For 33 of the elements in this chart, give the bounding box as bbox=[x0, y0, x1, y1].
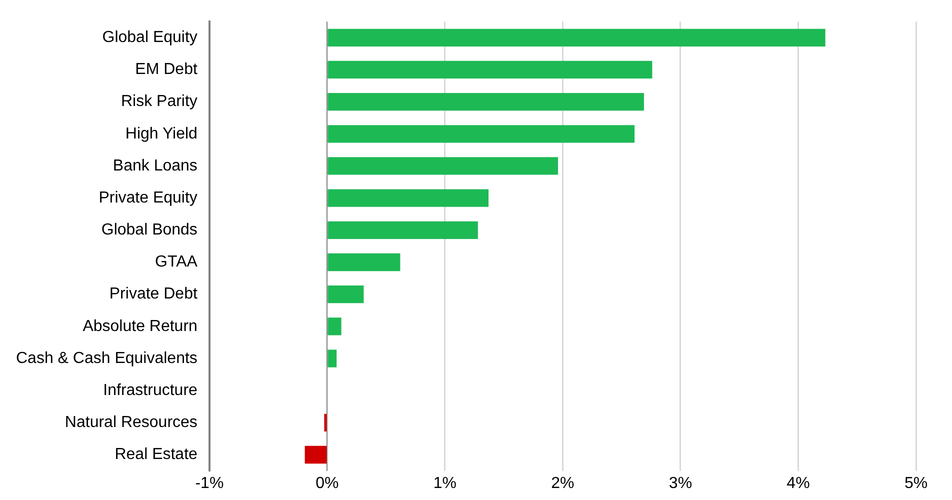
bar bbox=[328, 92, 644, 111]
bar bbox=[328, 125, 635, 143]
bar bbox=[328, 318, 342, 336]
y-tick-label: Risk Parity bbox=[120, 93, 198, 110]
x-tick-label: 5% bbox=[904, 474, 928, 492]
y-tick-label: Cash & Cash Equivalents bbox=[16, 350, 198, 367]
y-tick-label: Global Bonds bbox=[101, 222, 198, 239]
bar bbox=[328, 157, 558, 175]
bar bbox=[328, 253, 400, 272]
x-tick-label: 2% bbox=[551, 474, 574, 492]
y-tick-label: GTAA bbox=[155, 254, 198, 271]
bar bbox=[328, 60, 652, 79]
y-tick-label: Bank Loans bbox=[112, 157, 198, 174]
x-tick-label: 3% bbox=[668, 474, 692, 492]
y-tick-label: Natural Resources bbox=[64, 414, 198, 432]
bar bbox=[328, 221, 478, 239]
x-tick-label: 4% bbox=[786, 474, 810, 492]
y-tick-label: Private Debt bbox=[109, 286, 198, 303]
y-tick-label: EM Debt bbox=[135, 61, 198, 78]
x-tick-label: -1% bbox=[195, 474, 224, 492]
bar bbox=[328, 189, 489, 207]
y-tick-label: Absolute Return bbox=[82, 318, 198, 335]
y-tick-label: Real Estate bbox=[114, 446, 198, 464]
y-tick-label: High Yield bbox=[125, 125, 198, 142]
x-tick-label: 0% bbox=[316, 474, 339, 492]
y-tick-label: Private Equity bbox=[98, 189, 198, 206]
bar bbox=[328, 28, 826, 46]
y-tick-label: Infrastructure bbox=[103, 382, 198, 399]
bar bbox=[328, 350, 337, 368]
bar bbox=[328, 286, 364, 304]
y-tick-label: Global Equity bbox=[102, 29, 198, 46]
x-tick-label: 1% bbox=[433, 474, 457, 492]
bar bbox=[304, 446, 327, 464]
